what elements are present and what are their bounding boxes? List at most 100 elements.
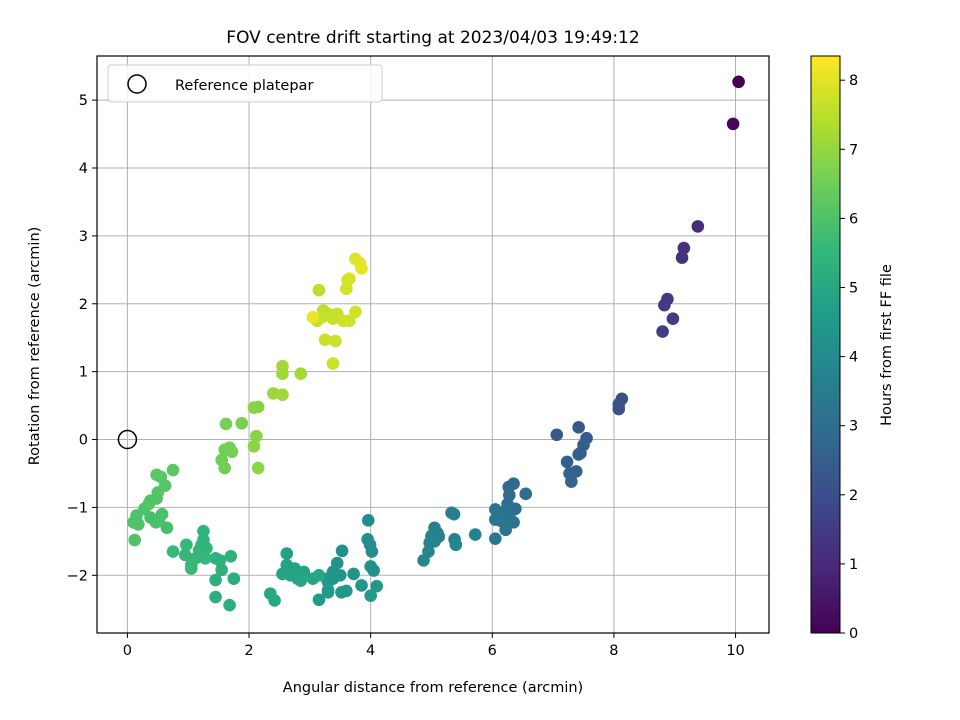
scatter-point bbox=[150, 468, 163, 482]
scatter-point bbox=[224, 549, 238, 563]
scatter-point bbox=[349, 305, 362, 319]
grid-lines bbox=[97, 56, 769, 633]
scatter-point bbox=[343, 314, 356, 328]
scatter-point bbox=[361, 514, 375, 527]
scatter-point bbox=[499, 523, 512, 537]
scatter-point bbox=[251, 461, 265, 475]
axis-ticks: 0 2 4 6 8 10 −2 −1 0 1 2 3 4 5 bbox=[67, 93, 745, 659]
scatter-point bbox=[658, 298, 671, 312]
reference-platepar-marker bbox=[117, 429, 138, 450]
colorbar-tick-label: 5 bbox=[849, 280, 858, 296]
scatter-point bbox=[572, 448, 585, 461]
scatter-point bbox=[180, 538, 193, 552]
scatter-point bbox=[675, 251, 689, 264]
legend-marker bbox=[127, 74, 147, 94]
scatter-point bbox=[449, 538, 463, 552]
scatter-point bbox=[294, 367, 308, 380]
colorbar: 0 1 2 3 4 5 6 7 8 Hours from first FF file bbox=[810, 55, 895, 642]
scatter-point bbox=[550, 428, 564, 442]
scatter-point bbox=[223, 598, 236, 612]
scatter-point bbox=[247, 440, 261, 453]
scatter-point bbox=[294, 574, 308, 588]
scatter-point bbox=[155, 507, 169, 521]
colorbar-tick-label: 2 bbox=[849, 488, 858, 504]
colorbar-tick-label: 7 bbox=[849, 142, 858, 158]
scatter-point bbox=[127, 516, 140, 529]
scatter-point bbox=[489, 532, 502, 545]
y-tick-label: 2 bbox=[79, 297, 88, 313]
scatter-point bbox=[225, 445, 239, 459]
scatter-point bbox=[572, 421, 585, 434]
plot-frame bbox=[96, 55, 770, 634]
scatter-point bbox=[691, 220, 705, 233]
scatter-point bbox=[250, 429, 263, 443]
colorbar-frame bbox=[810, 55, 841, 634]
scatter-point bbox=[184, 562, 198, 575]
legend: Reference platepar bbox=[107, 64, 383, 103]
scatter-point bbox=[209, 573, 222, 587]
legend-label: Reference platepar bbox=[175, 78, 313, 94]
scatter-point bbox=[326, 357, 340, 370]
scatter-point bbox=[280, 547, 294, 560]
colorbar-tick-label: 0 bbox=[849, 626, 858, 642]
scatter-point bbox=[677, 241, 691, 255]
scatter-point bbox=[197, 524, 210, 538]
scatter-point bbox=[276, 388, 289, 402]
scatter-point bbox=[215, 563, 228, 577]
data-points bbox=[127, 75, 745, 612]
scatter-point bbox=[312, 283, 326, 297]
scatter-point bbox=[321, 585, 335, 599]
scatter-point bbox=[565, 475, 578, 488]
x-axis-label: Angular distance from reference (arcmin) bbox=[283, 680, 583, 696]
colorbar-label: Hours from first FF file bbox=[879, 264, 895, 426]
scatter-point bbox=[166, 463, 180, 477]
x-tick-label: 8 bbox=[609, 643, 618, 659]
x-tick-label: 4 bbox=[366, 643, 375, 659]
scatter-point bbox=[312, 569, 326, 582]
scatter-point bbox=[198, 552, 212, 565]
colorbar-ticks: 0 1 2 3 4 5 6 7 8 bbox=[840, 73, 858, 642]
scatter-point bbox=[726, 117, 740, 131]
scatter-point bbox=[355, 579, 368, 592]
scatter-point bbox=[507, 516, 520, 529]
colorbar-tick-label: 1 bbox=[849, 557, 858, 573]
y-tick-label: 1 bbox=[79, 365, 88, 381]
colorbar-tick-label: 8 bbox=[849, 73, 858, 89]
x-tick-label: 6 bbox=[488, 643, 497, 659]
scatter-point bbox=[656, 325, 669, 338]
scatter-point bbox=[235, 416, 249, 430]
y-tick-label: 0 bbox=[79, 433, 88, 449]
scatter-point bbox=[142, 497, 155, 511]
scatter-point bbox=[370, 579, 384, 593]
colorbar-gradient bbox=[811, 56, 840, 633]
y-tick-label: −2 bbox=[67, 568, 88, 584]
x-tick-label: 2 bbox=[244, 643, 253, 659]
scatter-point bbox=[335, 544, 349, 558]
legend-box bbox=[107, 64, 383, 103]
colorbar-tick-label: 6 bbox=[849, 211, 858, 227]
scatter-point bbox=[227, 572, 241, 585]
scatter-point bbox=[209, 552, 222, 565]
colorbar-tick-label: 4 bbox=[849, 350, 858, 366]
scatter-point bbox=[326, 312, 340, 326]
scatter-point bbox=[666, 312, 680, 326]
y-tick-label: 4 bbox=[79, 161, 88, 177]
scatter-point bbox=[247, 401, 261, 414]
y-tick-label: 5 bbox=[79, 93, 88, 109]
scatter-point bbox=[219, 417, 233, 431]
scatter-point bbox=[329, 334, 342, 348]
colorbar-tick-label: 3 bbox=[849, 419, 858, 435]
scatter-point bbox=[218, 461, 232, 475]
y-tick-label: −1 bbox=[67, 500, 88, 516]
scatter-point bbox=[612, 402, 626, 416]
scatter-point bbox=[355, 262, 368, 275]
scatter-point bbox=[365, 545, 379, 558]
scatter-point bbox=[128, 533, 142, 547]
scatter-point bbox=[447, 507, 461, 521]
scatter-point bbox=[560, 455, 574, 469]
scatter-point bbox=[268, 594, 281, 607]
scatter-point bbox=[732, 75, 745, 89]
scatter-point bbox=[312, 593, 326, 607]
scatter-point bbox=[347, 567, 360, 581]
